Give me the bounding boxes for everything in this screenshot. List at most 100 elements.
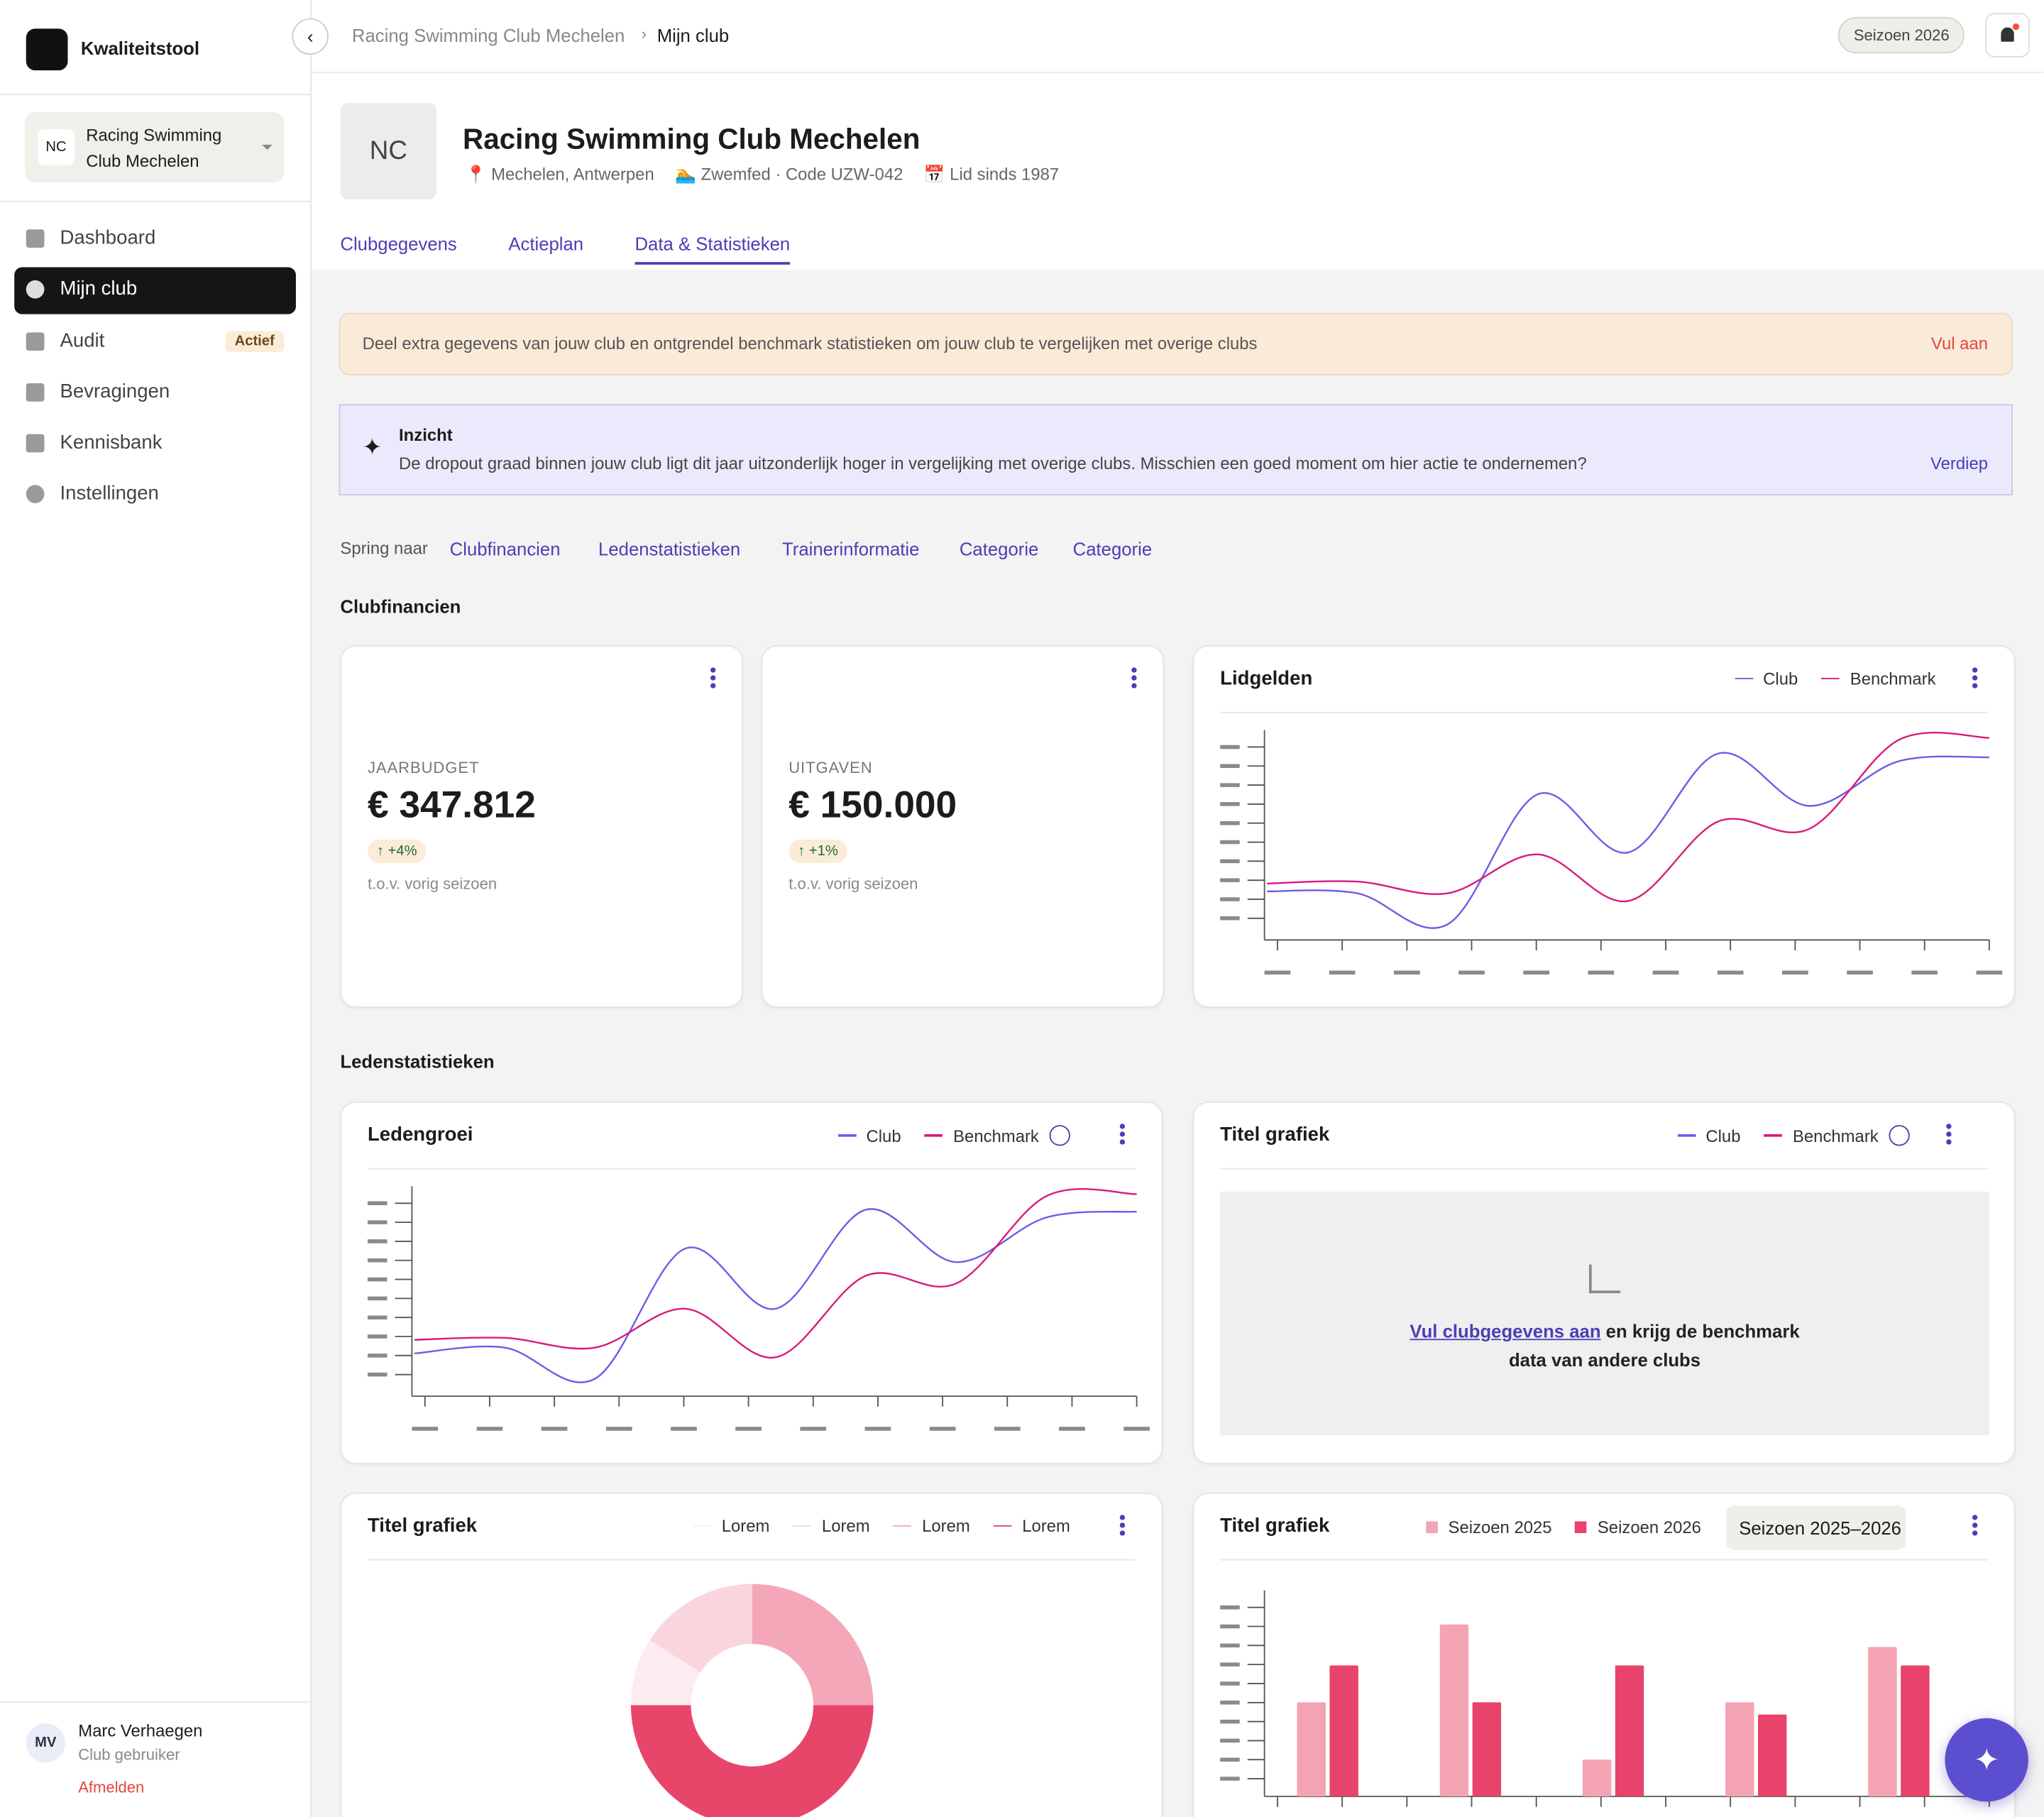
divider (0, 200, 311, 202)
nav-label: Kennisbank (60, 431, 163, 454)
legend-label: Club (866, 1126, 901, 1146)
logout[interactable]: Afmelden (78, 1778, 145, 1797)
collapse-button[interactable]: ‹ (292, 18, 329, 55)
badge: Actief (225, 331, 284, 352)
kpi-note: t.o.v. vorig seizoen (367, 874, 498, 894)
legend-swatch (693, 1525, 712, 1527)
legend-label: Lorem (922, 1516, 970, 1536)
chart-card: Lidgelden Club Benchmark (1192, 645, 2016, 1008)
divider (1220, 1168, 1989, 1170)
legend-item: Lorem (993, 1516, 1070, 1536)
nav-item[interactable]: Audit (26, 330, 104, 352)
user-name: Marc Verhaegen (78, 1720, 203, 1741)
breadcrumb-separator: › (641, 24, 647, 43)
nav-label: Instellingen (60, 482, 159, 505)
chart-title: Titel grafiek (1220, 1124, 1330, 1146)
info-icon[interactable] (1049, 1125, 1070, 1146)
nav-item[interactable]: Kennisbank (26, 432, 163, 454)
menu-button[interactable] (1972, 1515, 1978, 1538)
club-initials: NC (38, 128, 75, 166)
jump-link[interactable]: Trainerinformatie (782, 538, 920, 559)
legend-label: Benchmark (953, 1126, 1039, 1146)
bar (1901, 1665, 1930, 1797)
breadcrumb-item[interactable]: Racing Swimming Club Mechelen (351, 24, 625, 46)
empty-link[interactable]: Vul clubgegevens aan (1410, 1320, 1601, 1341)
bar (1439, 1624, 1469, 1797)
nav-label: Mijn club (60, 278, 138, 300)
nav-item[interactable]: Dashboard (26, 226, 156, 249)
divider (311, 72, 2044, 73)
season-select[interactable]: Seizoen 2025–2026 (1725, 1505, 1906, 1550)
notification-dot (2012, 23, 2020, 31)
chart-card: Titel grafiek Club Benchmark Vul clubgegeve… (1192, 1102, 2016, 1464)
kpi-value: € 347.812 (367, 784, 536, 827)
legend-label: Seizoen 2025 (1448, 1517, 1552, 1537)
menu-button[interactable] (710, 667, 716, 691)
menu-button[interactable] (1946, 1124, 1952, 1147)
chart-title: Ledengroei (367, 1124, 473, 1146)
nav-item[interactable]: Instellingen (26, 483, 159, 505)
line-chart (1220, 730, 2003, 975)
notifications[interactable] (1985, 13, 2030, 57)
meta-item: 📍 Mechelen, Antwerpen (465, 164, 654, 184)
insight-action[interactable]: Verdiep (1930, 454, 1989, 473)
app-name: Kwaliteitstool (80, 38, 200, 59)
tab[interactable]: Actieplan (508, 233, 584, 255)
legend-label: Club (1705, 1126, 1741, 1146)
ai-assistant-button[interactable]: ✦ (1945, 1718, 2028, 1802)
bar (1329, 1665, 1358, 1797)
main: ‹ Racing Swimming Club Mechelen › Mijn c… (292, 0, 2044, 1817)
season-badge[interactable]: Seizoen 2026 (1837, 16, 1965, 54)
nav-item[interactable]: Bevragingen (26, 380, 170, 403)
divider (1220, 1559, 1989, 1561)
legend-item: Seizoen 2026 (1575, 1517, 1701, 1537)
divider (0, 1701, 311, 1703)
jump-link[interactable]: Categorie (959, 538, 1039, 559)
menu-button[interactable] (1119, 1515, 1126, 1538)
legend-label: Lorem (1022, 1516, 1070, 1536)
bar (1868, 1647, 1897, 1797)
bar (1582, 1760, 1612, 1797)
legend-item: Lorem (693, 1516, 769, 1536)
kpi-card: UITGAVEN € 150.000 ↑ +1% t.o.v. vorig se… (761, 645, 1165, 1008)
tab[interactable]: Clubgegevens (340, 233, 457, 255)
banner-action[interactable]: Vul aan (1930, 334, 1989, 353)
line-chart (367, 1186, 1150, 1431)
chart-title: Lidgelden (1220, 667, 1313, 690)
divider (367, 1559, 1136, 1561)
meta-item: 🏊 Zwemfed · Code UZW-042 (675, 164, 903, 184)
nav-label: Dashboard (60, 226, 156, 249)
user-role: Club gebruiker (78, 1745, 180, 1764)
jump-link[interactable]: Clubfinancien (449, 538, 561, 559)
info-icon[interactable] (1889, 1125, 1910, 1146)
bar (1758, 1714, 1787, 1797)
section-title: Ledenstatistieken (340, 1050, 495, 1072)
breadcrumb-item: Mijn club (656, 24, 730, 46)
kpi-label: UITGAVEN (789, 758, 873, 777)
menu-button[interactable] (1131, 667, 1137, 691)
sparkle-icon: ✦ (362, 434, 383, 461)
legend: Club Benchmark (837, 1125, 1070, 1146)
chart-card: Ledengroei Club Benchmark (340, 1102, 1163, 1464)
legend-swatch (924, 1134, 943, 1137)
jump-link[interactable]: Ledenstatistieken (598, 538, 741, 559)
legend-label: Lorem (821, 1516, 870, 1536)
legend: Club Benchmark (1734, 669, 1936, 688)
pie-slice (649, 1583, 752, 1673)
jump-link[interactable]: Categorie (1072, 538, 1153, 559)
menu-button[interactable] (1972, 667, 1978, 691)
club-switcher[interactable]: NC Racing Swimming Club Mechelen (24, 111, 285, 183)
legend-label: Seizoen 2026 (1597, 1517, 1701, 1537)
legend-swatch (1676, 1134, 1696, 1137)
tab-active[interactable]: Data & Statistieken (634, 234, 791, 265)
legend-label: Benchmark (1850, 669, 1936, 688)
app-logo (26, 28, 68, 71)
chart-card: Titel grafiek Seizoen 2025 Seizoen 2026 Sei… (1192, 1493, 2016, 1817)
nav-item[interactable]: Mijn club (26, 278, 137, 300)
kpi-note: t.o.v. vorig seizoen (789, 874, 918, 894)
menu-button[interactable] (1119, 1124, 1126, 1147)
nav-label: Bevragingen (60, 380, 170, 403)
legend: Seizoen 2025 Seizoen 2026 (1426, 1517, 1701, 1537)
meta-text: Zwemfed · Code UZW-042 (700, 164, 903, 184)
